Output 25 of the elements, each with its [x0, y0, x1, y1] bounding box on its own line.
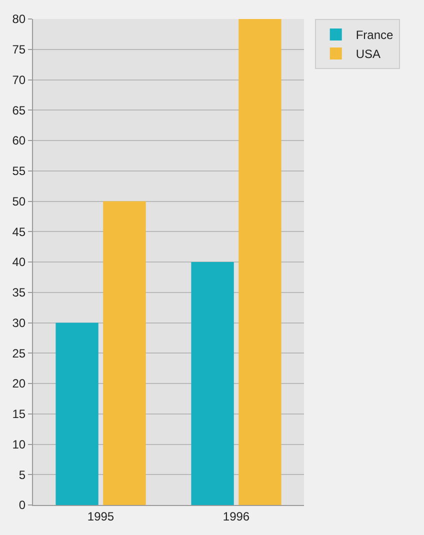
y-tick-label: 40 [12, 255, 26, 270]
y-tick-label: 0 [18, 498, 26, 512]
legend-label: USA [356, 47, 381, 62]
y-tick-label: 25 [12, 346, 26, 360]
y-tick-label: 5 [18, 468, 26, 482]
x-tick-label: 1995 [87, 509, 114, 524]
y-tick-label: 60 [12, 134, 26, 148]
y-tick-label: 70 [12, 72, 26, 87]
y-tick-label: 35 [12, 286, 26, 300]
bar [191, 262, 234, 505]
bar [56, 322, 98, 505]
y-tick-label: 45 [12, 224, 26, 239]
y-tick-label: 30 [12, 316, 26, 330]
y-tick-label: 15 [12, 407, 26, 422]
y-tick-label: 50 [12, 194, 26, 208]
y-tick-label: 65 [12, 103, 26, 118]
bar [238, 19, 282, 505]
y-tick-label: 55 [12, 164, 26, 178]
bar [103, 201, 146, 505]
y-tick-label: 75 [12, 42, 26, 57]
y-tick-label: 10 [12, 437, 26, 452]
y-tick-label: 80 [12, 12, 26, 26]
legend-label: France [356, 28, 394, 42]
x-tick-label: 1996 [222, 509, 250, 524]
y-tick-label: 20 [12, 376, 26, 391]
